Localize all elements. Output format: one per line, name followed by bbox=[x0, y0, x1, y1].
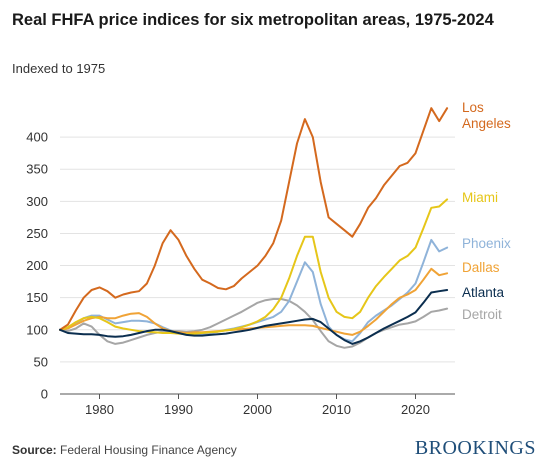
source-text: Federal Housing Finance Agency bbox=[60, 443, 237, 457]
series-label-line: Miami bbox=[462, 190, 498, 205]
series-label-line: Detroit bbox=[462, 307, 502, 322]
series-label-line: Dallas bbox=[462, 260, 500, 275]
brookings-logo: BROOKINGS bbox=[414, 437, 536, 459]
y-tick-label-50: 50 bbox=[34, 354, 48, 369]
series-line-atlanta bbox=[59, 289, 449, 345]
x-tick-label-2020: 2020 bbox=[401, 402, 430, 417]
source-label: Source: bbox=[12, 443, 57, 457]
series-label-atlanta: Atlanta bbox=[462, 285, 505, 300]
source-note: Source: Federal Housing Finance Agency bbox=[12, 443, 237, 457]
series-label-detroit: Detroit bbox=[462, 307, 502, 322]
x-tick-label-1990: 1990 bbox=[164, 402, 193, 417]
series-label-miami: Miami bbox=[462, 190, 498, 205]
y-tick-label-200: 200 bbox=[26, 258, 48, 273]
y-tick-label-300: 300 bbox=[26, 194, 48, 209]
chart-title: Real FHFA price indices for six metropol… bbox=[12, 11, 494, 29]
series-line-los-angeles bbox=[59, 107, 449, 331]
series-line-miami bbox=[59, 198, 449, 336]
y-tick-label-150: 150 bbox=[26, 290, 48, 305]
series-label-line: Atlanta bbox=[462, 285, 505, 300]
series-label-dallas: Dallas bbox=[462, 260, 500, 275]
series-label-line: Angeles bbox=[462, 116, 511, 131]
series-label-phoenix: Phoenix bbox=[462, 236, 511, 251]
y-tick-label-100: 100 bbox=[26, 322, 48, 337]
series-label-line: Los bbox=[462, 100, 484, 115]
y-tick-label-400: 400 bbox=[26, 130, 48, 145]
x-tick-label-2010: 2010 bbox=[322, 402, 351, 417]
x-tick-label-1980: 1980 bbox=[85, 402, 114, 417]
chart-subtitle: Indexed to 1975 bbox=[12, 61, 106, 76]
series-label-los-angeles: Los Angeles bbox=[462, 100, 511, 131]
y-tick-label-0: 0 bbox=[41, 387, 48, 402]
series-label-line: Phoenix bbox=[462, 236, 511, 251]
y-tick-label-250: 250 bbox=[26, 226, 48, 241]
x-tick-label-2000: 2000 bbox=[243, 402, 272, 417]
y-tick-label-350: 350 bbox=[26, 162, 48, 177]
